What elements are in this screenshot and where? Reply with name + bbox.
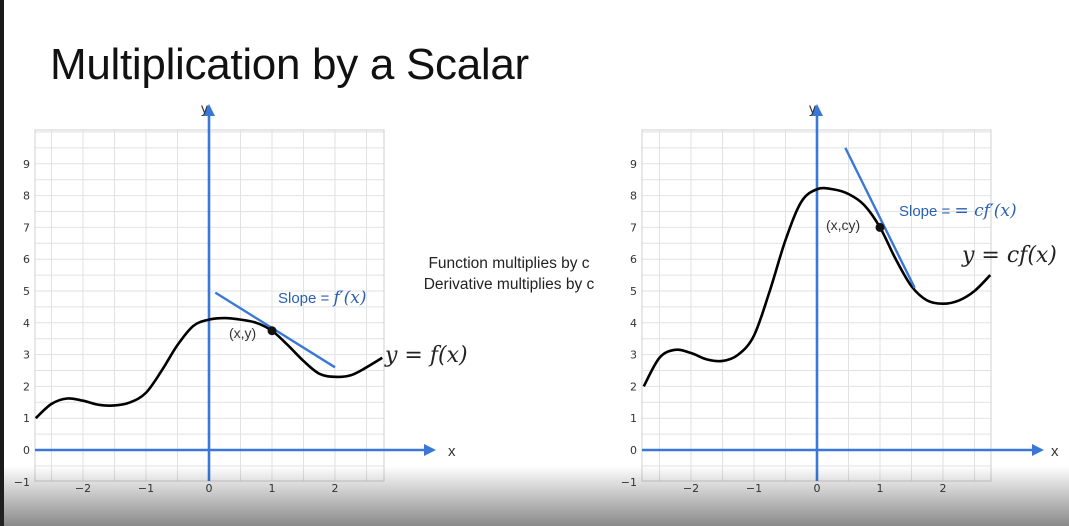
x-tick-label: −1 [746,482,762,495]
y-tick-label: 5 [23,285,30,298]
y-axis-label: y [809,100,816,116]
window-left-edge [0,0,4,526]
function-curve [642,186,992,388]
y-tick-label: 8 [630,190,637,203]
slope-label-prefix: Slope = [278,290,333,307]
curve-equation-label: y = f(x) [384,343,468,368]
y-tick-label: 0 [23,444,30,457]
y-tick-label: 4 [23,317,30,330]
x-tick-label: −1 [138,482,154,495]
x-tick-label: 1 [877,482,884,495]
y-tick-label: 7 [630,221,637,234]
y-axis-arrow [811,104,823,116]
y-axis-label: y [201,100,208,116]
slope-label-math: = cf′(x) [954,201,1016,221]
slope-label-prefix: Slope = [899,203,954,220]
x-tick-label: 1 [269,482,276,495]
note-line-derivative: Derivative multiplies by c [423,276,595,293]
right-plot: −1 0 1 2 3 4 5 6 7 8 9 −2 −1 0 1 2 x y (x,cy) Slope = = cf′… [621,100,1059,495]
x-tick-label: 2 [940,482,947,495]
middle-note: Function multiplies by c Derivative mult… [400,253,618,295]
y-tick-label: 6 [630,253,637,266]
note-line-function: Function multiplies by c [428,255,590,272]
x-tick-label: −2 [683,482,699,495]
y-tick-label: 1 [23,412,30,425]
point-label: (x,y) [229,325,256,341]
y-tick-label: 2 [23,380,30,393]
function-curve [34,316,383,420]
y-tick-label: 1 [630,412,637,425]
tangent-point [875,222,885,232]
x-axis-arrow [424,444,436,456]
y-tick-label: 4 [630,317,637,330]
y-tick-label: 5 [630,285,637,298]
y-tick-label: 2 [630,380,637,393]
x-axis-label: x [1051,443,1059,460]
y-tick-label: −1 [14,476,30,489]
x-tick-label: −2 [75,482,91,495]
y-tick-label: 9 [630,158,637,171]
y-tick-label: 0 [630,444,637,457]
y-tick-label: 3 [23,349,30,362]
slope-label: Slope = f′(x) [278,288,366,308]
slope-label: Slope = = cf′(x) [899,201,1017,221]
x-axis-label: x [448,443,456,460]
y-tick-label: 8 [23,190,30,203]
y-tick-label: 7 [23,221,30,234]
curve-equation-label: y = cf(x) [961,243,1057,268]
x-tick-label: 0 [206,482,213,495]
point-label: (x,cy) [826,217,860,233]
tangent-line [844,147,916,289]
x-axis-arrow [1032,444,1044,456]
tangent-point [267,326,277,336]
left-plot: −1 0 1 2 3 4 5 6 7 8 9 −2 −1 0 1 2 x y (x,y) Slope = f′(x) y… [14,100,468,495]
y-axis-arrow [203,104,215,116]
y-tick-label: 6 [23,253,30,266]
slide-title: Multiplication by a Scalar [50,40,529,89]
x-tick-label: 0 [814,482,821,495]
slope-label-math: f′(x) [331,288,366,308]
x-tick-label: 2 [332,482,339,495]
y-tick-label: 3 [630,349,637,362]
y-tick-label: −1 [621,476,637,489]
y-tick-label: 9 [23,158,30,171]
